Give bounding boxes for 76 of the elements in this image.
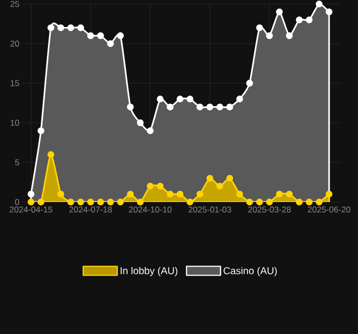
point	[67, 24, 74, 32]
point	[286, 190, 293, 198]
point	[38, 198, 44, 206]
point	[67, 198, 74, 206]
point	[216, 104, 224, 110]
y-tick-label: 25	[10, 1, 20, 7]
point	[97, 198, 104, 206]
point	[126, 190, 134, 198]
point	[266, 32, 273, 40]
point	[186, 96, 194, 102]
point	[107, 40, 114, 47]
x-tick-label: 2024-10-10	[128, 206, 172, 213]
point	[196, 104, 204, 110]
point	[296, 198, 303, 206]
point	[97, 32, 104, 40]
point	[107, 198, 114, 206]
y-tick-label: 20	[10, 40, 20, 47]
x-tick-label: 2025-06-20	[308, 206, 350, 213]
point	[256, 198, 263, 206]
point	[306, 16, 313, 24]
y-tick-label: 5	[15, 159, 20, 166]
point	[326, 8, 332, 16]
point	[87, 198, 94, 206]
point	[276, 190, 283, 198]
point	[306, 198, 313, 206]
point	[266, 198, 273, 206]
point	[296, 16, 303, 24]
point	[136, 119, 144, 126]
point	[256, 24, 263, 32]
point	[28, 190, 34, 198]
legend-label: In lobby (AU)	[120, 266, 178, 276]
point	[276, 8, 283, 16]
point	[176, 190, 184, 198]
point	[146, 127, 154, 134]
point	[166, 190, 174, 198]
point	[156, 96, 164, 102]
point	[28, 198, 34, 206]
point	[176, 96, 184, 102]
y-tick-label: 15	[10, 80, 20, 86]
point	[38, 127, 44, 134]
y-tick-label: 10	[10, 120, 20, 126]
point	[206, 174, 214, 182]
point	[156, 182, 164, 190]
point	[57, 190, 64, 198]
point	[57, 24, 64, 32]
point	[117, 32, 124, 40]
point	[316, 0, 323, 8]
point	[47, 24, 54, 32]
point	[186, 198, 194, 206]
point	[126, 104, 134, 110]
point	[117, 198, 124, 206]
point	[166, 104, 174, 110]
point	[316, 198, 323, 206]
point	[246, 80, 253, 87]
point	[236, 96, 244, 102]
point	[326, 190, 332, 198]
point	[226, 104, 234, 110]
x-tick-label: 2025-03-28	[248, 206, 291, 213]
x-tick-label: 2024-04-15	[10, 206, 52, 213]
point	[146, 182, 154, 190]
point	[226, 174, 234, 182]
point	[136, 198, 144, 206]
point	[77, 198, 84, 206]
point	[77, 24, 84, 32]
point	[286, 32, 293, 40]
y-tick-label: 0	[15, 199, 20, 205]
point	[236, 190, 244, 198]
point	[206, 104, 214, 110]
point	[216, 182, 224, 190]
point	[87, 32, 94, 40]
legend-label: Casino (AU)	[224, 266, 277, 276]
point	[246, 198, 253, 206]
x-tick-label: 2024-07-18	[69, 206, 112, 213]
x-tick-label: 2025-01-03	[188, 206, 232, 213]
point	[196, 190, 204, 198]
point	[47, 151, 54, 158]
